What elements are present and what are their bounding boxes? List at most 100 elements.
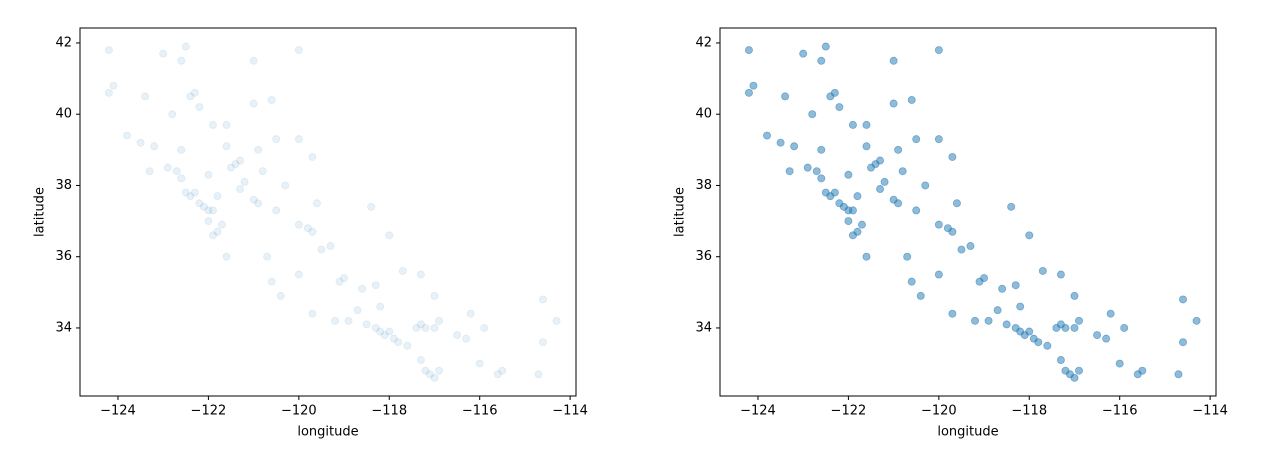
point [749,81,758,90]
point [1025,327,1034,336]
x-tick-label: −114 [552,404,588,419]
point [948,309,957,318]
point [389,334,398,343]
point [862,252,871,261]
point [353,306,362,315]
x-tick-label: −116 [1102,404,1138,419]
point [416,270,425,279]
point [1043,341,1052,350]
point [217,220,226,229]
point [912,135,921,144]
point [123,131,132,140]
point [817,174,826,183]
point [267,277,276,286]
y-tick-label: 42 [695,35,712,50]
point [335,277,344,286]
point [222,142,231,151]
point [1056,270,1065,279]
point [308,152,317,161]
point [948,152,957,161]
point [177,174,186,183]
y-axis-label: latitude [33,187,48,237]
point [1106,309,1115,318]
point [199,202,208,211]
point [150,142,159,151]
point [331,316,340,325]
point [534,370,543,379]
point [876,156,885,165]
point [848,206,857,215]
point [817,56,826,65]
x-tick-label: −118 [371,404,407,419]
point [853,192,862,201]
point [181,188,190,197]
point [258,167,267,176]
point [916,291,925,300]
point [907,95,916,104]
x-tick-label: −124 [740,404,776,419]
point [1178,295,1187,304]
point [552,316,561,325]
point [957,245,966,254]
point [907,277,916,286]
point [966,242,975,251]
point [1133,370,1142,379]
point [195,199,204,208]
x-axis-label: longitude [297,425,358,440]
point [294,220,303,229]
point [785,167,794,176]
point [416,356,425,365]
point [894,199,903,208]
point [889,56,898,65]
point [1002,320,1011,329]
point [880,177,889,186]
point [475,359,484,368]
point [371,281,380,290]
point [934,135,943,144]
point [272,206,281,215]
axes-frame [79,27,577,397]
point [317,245,326,254]
point [971,316,980,325]
point [835,103,844,112]
point [249,56,258,65]
x-tick-label: −122 [831,404,867,419]
point [1061,323,1070,332]
point [308,309,317,318]
point [186,92,195,101]
y-tick-label: 40 [695,107,712,122]
point [799,49,808,58]
point [425,370,434,379]
point [294,46,303,55]
point [294,270,303,279]
point [430,323,439,332]
point [480,323,489,332]
point [1070,373,1079,382]
y-tick-label: 42 [55,35,72,50]
y-tick-label: 34 [55,320,72,335]
point [340,274,349,283]
y-tick-label: 38 [55,178,72,193]
point [394,338,403,347]
point [385,327,394,336]
point [912,206,921,215]
point [1075,316,1084,325]
point [867,163,876,172]
point [853,227,862,236]
point [249,99,258,108]
point [1034,338,1043,347]
point [934,220,943,229]
point [240,177,249,186]
point [744,88,753,97]
point [848,120,857,129]
point [204,206,213,215]
point [136,138,145,147]
point [466,309,475,318]
point [312,199,321,208]
point [1178,338,1187,347]
point [862,120,871,129]
point [326,242,335,251]
point [213,192,222,201]
point [1007,202,1016,211]
point [236,185,245,194]
